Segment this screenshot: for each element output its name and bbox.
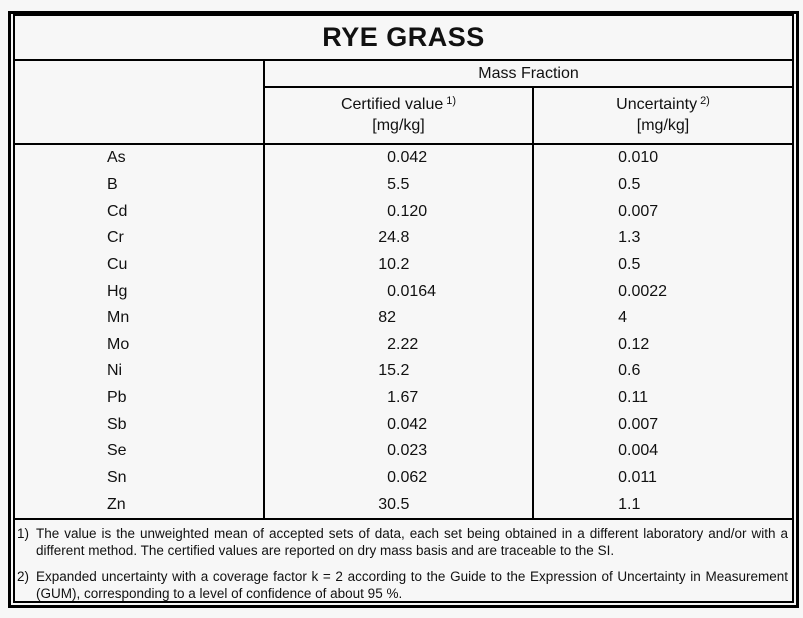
table-row: Sn 0.062 0.011 <box>15 464 792 492</box>
certified-unit: [mg/kg] <box>372 117 425 134</box>
certified-cell: 24.8 <box>263 224 532 252</box>
table-row: Ni 15.2 0.6 <box>15 358 792 385</box>
table-row: Pb 1.67 0.11 <box>15 384 792 412</box>
mass-fraction-block: Mass Fraction Certified value 1) [mg/kg] … <box>263 61 792 143</box>
uncertainty-cell: 0.6 <box>532 358 792 385</box>
group-header: Mass Fraction <box>265 61 792 88</box>
uncertainty-unit: [mg/kg] <box>636 117 690 134</box>
table-row: Mo 2.22 0.12 <box>15 331 792 359</box>
uncertainty-cell: 1.3 <box>532 224 792 252</box>
element-cell: Pb <box>107 389 127 407</box>
certified-cell: 1.67 <box>263 384 532 412</box>
certified-cell: 0.062 <box>263 464 532 492</box>
footnote-ref-1: 1) <box>446 95 457 107</box>
certified-cell: 10.2 <box>263 251 532 279</box>
certified-cell: 0.120 <box>263 198 532 225</box>
footnote-2-text: Expanded uncertainty with a coverage fac… <box>36 569 788 601</box>
footnote-1: 1) The value is the unweighted mean of a… <box>15 525 788 559</box>
element-cell: Mn <box>107 309 130 327</box>
uncertainty-label: Uncertainty 2) <box>616 95 710 113</box>
certified-cell: 0.042 <box>263 411 532 439</box>
table-row: B 5.5 0.5 <box>15 171 792 199</box>
uncertainty-cell: 0.5 <box>532 171 792 199</box>
certified-cell: 2.22 <box>263 331 532 359</box>
element-cell: Sb <box>107 415 127 433</box>
footnote-2-marker: 2) <box>17 569 30 584</box>
element-cell: Mo <box>107 335 130 353</box>
element-cell: Sn <box>107 469 127 486</box>
footnote-1-text: The value is the unweighted mean of acce… <box>36 526 788 558</box>
certified-label: Certified value 1) <box>340 95 457 113</box>
certified-cell: 82 <box>263 304 532 332</box>
certified-cell: 0.0164 <box>263 278 532 305</box>
certified-cell: 15.2 <box>263 358 532 385</box>
uncertainty-cell: 0.0022 <box>532 278 792 305</box>
uncertainty-cell: 0.004 <box>532 438 792 465</box>
element-cell: Cr <box>107 229 124 247</box>
table-body: As 0.042 0.010 B 5.5 0.5 Cd 0.120 0.007 Cr 24.8 1.3… <box>15 145 792 518</box>
element-cell: Cu <box>107 255 128 273</box>
element-cell: Ni <box>107 362 123 380</box>
footnote-2: 2) Expanded uncertainty with a coverage … <box>15 568 788 602</box>
page-title: RYE GRASS <box>322 22 485 52</box>
uncertainty-cell: 0.007 <box>532 411 792 439</box>
certified-cell: 30.5 <box>263 491 532 518</box>
certificate-table-frame: RYE GRASS Mass Fraction Certified value 1… <box>8 11 799 608</box>
table-row: Zn 30.5 1.1 <box>15 491 792 518</box>
uncertainty-cell: 1.1 <box>532 491 792 518</box>
table-row: Se 0.023 0.004 <box>15 438 792 465</box>
element-cell: Cd <box>107 202 128 220</box>
table-row: Sb 0.042 0.007 <box>15 411 792 439</box>
element-cell: Se <box>107 442 127 460</box>
footnotes-section: 1) The value is the unweighted mean of a… <box>15 518 792 601</box>
certified-column-header: Certified value 1) [mg/kg] <box>265 88 532 143</box>
uncertainty-cell: 0.011 <box>532 464 792 492</box>
uncertainty-cell: 0.007 <box>532 198 792 225</box>
table-row: Mn 82 4 <box>15 304 792 332</box>
footnote-1-marker: 1) <box>17 526 30 541</box>
uncertainty-cell: 0.12 <box>532 331 792 359</box>
table-header: Mass Fraction Certified value 1) [mg/kg] … <box>15 61 792 145</box>
certified-cell: 0.023 <box>263 438 532 465</box>
certified-cell: 0.042 <box>263 145 532 172</box>
table-row: Cd 0.120 0.007 <box>15 198 792 225</box>
table-row: Hg 0.0164 0.0022 <box>15 278 792 305</box>
footnote-ref-2: 2) <box>700 95 710 107</box>
uncertainty-cell: 0.11 <box>532 384 792 412</box>
sub-headers: Certified value 1) [mg/kg] Uncertainty 2) … <box>265 88 792 143</box>
element-cell: Hg <box>107 282 128 300</box>
table-row: Cu 10.2 0.5 <box>15 251 792 279</box>
element-cell: As <box>107 149 126 167</box>
title-row: RYE GRASS <box>15 16 792 61</box>
certificate-table: RYE GRASS Mass Fraction Certified value 1… <box>13 14 794 603</box>
certified-cell: 5.5 <box>263 171 532 199</box>
element-cell: Zn <box>107 495 126 513</box>
corner-cell <box>15 61 263 143</box>
uncertainty-cell: 0.010 <box>532 145 792 172</box>
table-row: Cr 24.8 1.3 <box>15 224 792 252</box>
element-cell: B <box>107 175 118 193</box>
uncertainty-cell: 4 <box>532 304 792 332</box>
uncertainty-column-header: Uncertainty 2) [mg/kg] <box>532 88 792 143</box>
table-row: As 0.042 0.010 <box>15 145 792 172</box>
uncertainty-cell: 0.5 <box>532 251 792 279</box>
